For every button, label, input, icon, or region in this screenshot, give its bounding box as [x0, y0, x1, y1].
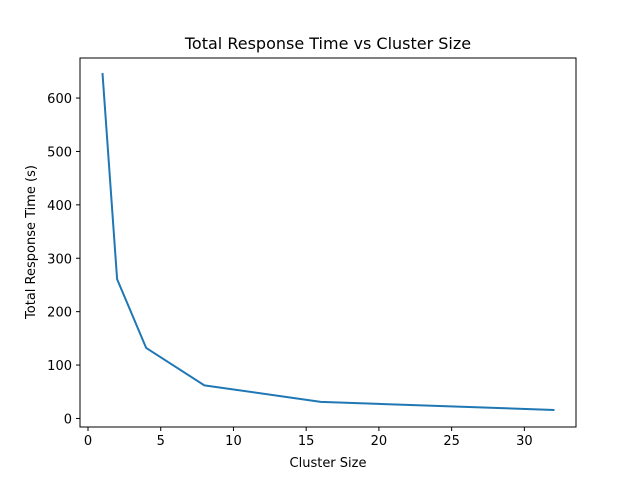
y-tick-label: 200 [47, 306, 72, 321]
series-layer [101, 72, 555, 411]
y-tick-label: 100 [47, 359, 72, 374]
x-axis: 0 5 10 15 20 25 30 [84, 427, 533, 449]
chart-title: Total Response Time vs Cluster Size [184, 34, 471, 53]
y-tick-label: 400 [47, 199, 72, 214]
x-tick-label: 0 [84, 434, 92, 449]
x-tick-label: 20 [371, 434, 388, 449]
x-tick-label: 5 [157, 434, 165, 449]
x-tick-label: 30 [516, 434, 533, 449]
y-tick-label: 300 [47, 252, 72, 267]
y-axis: 0 100 200 300 400 500 600 [47, 92, 80, 427]
y-tick-label: 0 [64, 412, 72, 427]
x-tick-label: 25 [443, 434, 460, 449]
x-axis-label: Cluster Size [290, 456, 367, 471]
y-tick-label: 500 [47, 145, 72, 160]
series-line [101, 72, 555, 411]
y-tick-label: 600 [47, 92, 72, 107]
x-tick-label: 10 [225, 434, 242, 449]
x-tick-label: 15 [298, 434, 315, 449]
y-axis-label: Total Response Time (s) [24, 165, 39, 320]
plot-area [79, 57, 577, 428]
plot-frame [79, 57, 577, 428]
